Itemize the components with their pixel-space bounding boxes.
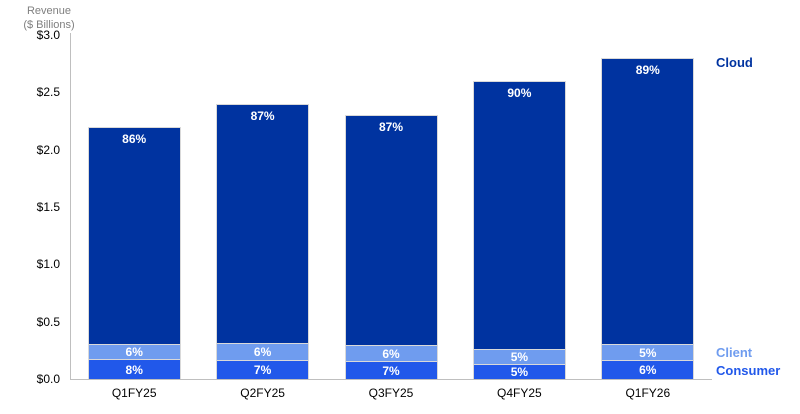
segment-client: 6% xyxy=(87,344,181,359)
segment-client-pct-label: 6% xyxy=(253,345,272,359)
segment-client: 5% xyxy=(472,349,566,364)
y-axis-tick-label: $2.5 xyxy=(36,85,60,100)
y-axis-tick-label: $2.0 xyxy=(36,142,60,157)
segment-cloud: 86% xyxy=(87,127,181,344)
series-label-client: Client xyxy=(716,345,753,360)
y-axis-tick-label: $0.5 xyxy=(36,314,60,329)
category-label: Q4FY25 xyxy=(497,386,542,400)
segment-consumer: 6% xyxy=(601,360,695,379)
bar-q2fy25: 87% 6% 7% xyxy=(216,104,310,379)
y-axis-tick-label: $1.0 xyxy=(36,257,60,272)
segment-consumer-pct-label: 6% xyxy=(639,363,657,377)
category-label: Q2FY25 xyxy=(240,386,285,400)
segment-cloud: 90% xyxy=(472,81,566,349)
segment-consumer: 7% xyxy=(216,360,310,379)
segment-client: 6% xyxy=(216,343,310,360)
segment-consumer-pct-label: 7% xyxy=(382,363,400,378)
series-label-consumer: Consumer xyxy=(716,363,781,378)
category-label: Q1FY26 xyxy=(625,386,671,400)
segment-cloud-pct-label: 89% xyxy=(635,63,660,77)
segment-cloud-pct-label: 86% xyxy=(122,132,147,146)
segment-client-pct-label: 6% xyxy=(125,345,143,359)
y-axis-title-line2: ($ Billions) xyxy=(23,19,75,31)
segment-cloud-pct-label: 90% xyxy=(507,86,532,100)
segment-client-pct-label: 6% xyxy=(382,346,400,361)
bar-q3fy25: 87% 6% 7% xyxy=(344,115,438,379)
x-axis-line xyxy=(70,379,712,380)
segment-consumer: 7% xyxy=(344,361,438,379)
segment-cloud: 87% xyxy=(216,104,310,343)
segment-consumer-pct-label: 8% xyxy=(125,362,143,377)
y-axis-title: Revenue ($ Billions) xyxy=(6,4,92,32)
bar-q1fy26: 89% 5% 6% xyxy=(601,58,695,379)
y-axis-title-line1: Revenue xyxy=(26,5,72,17)
segment-cloud-pct-label: 87% xyxy=(378,120,404,134)
segment-consumer-pct-label: 5% xyxy=(510,365,529,379)
category-label: Q3FY25 xyxy=(368,386,414,400)
segment-cloud: 87% xyxy=(344,115,438,345)
segment-client-pct-label: 5% xyxy=(510,350,529,364)
y-axis-tick-label: $0.0 xyxy=(36,372,60,386)
bar-q1fy25: 86% 6% 8% xyxy=(87,127,181,379)
segment-cloud: 89% xyxy=(601,58,695,344)
y-axis-tick-label: $3.0 xyxy=(36,28,60,42)
segment-consumer: 8% xyxy=(87,359,181,379)
series-label-cloud: Cloud xyxy=(716,55,753,70)
y-axis-tick-label: $1.5 xyxy=(36,200,60,214)
category-label: Q1FY25 xyxy=(111,386,157,400)
segment-client: 5% xyxy=(601,344,695,360)
segment-consumer-pct-label: 7% xyxy=(253,363,272,377)
bar-q4fy25: 90% 5% 5% xyxy=(472,81,566,379)
y-axis-line xyxy=(70,33,71,379)
segment-client-pct-label: 5% xyxy=(639,345,657,360)
segment-client: 6% xyxy=(344,345,438,361)
segment-consumer: 5% xyxy=(472,364,566,379)
segment-cloud-pct-label: 87% xyxy=(250,109,275,123)
